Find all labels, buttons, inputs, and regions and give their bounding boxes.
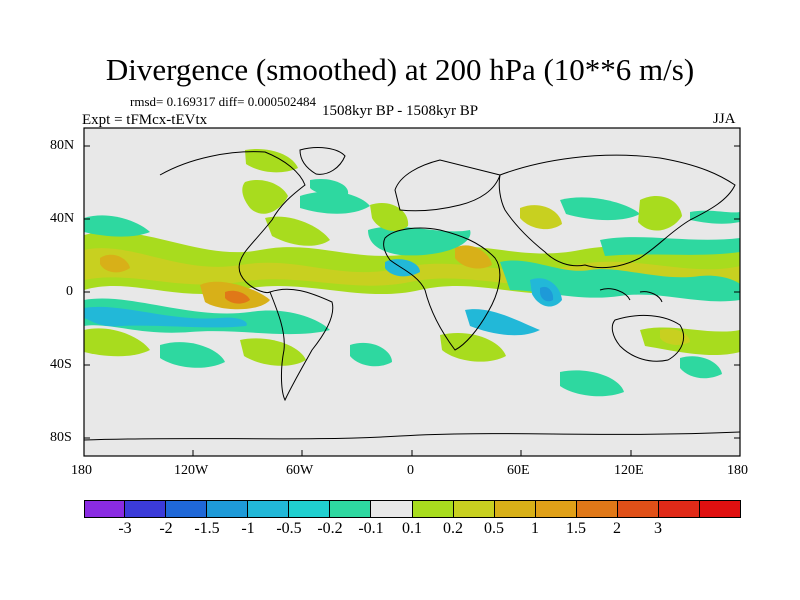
contour-region [225, 290, 250, 304]
lat-label: 80N [50, 138, 75, 153]
contour-region [455, 245, 492, 269]
coast-asia [498, 154, 736, 269]
colorbar-label: 2 [613, 520, 621, 537]
lat-label: 0 [66, 284, 73, 299]
colorbar-label: 1 [531, 520, 539, 537]
lat-label: 40S [50, 357, 72, 372]
contour-region [660, 328, 690, 345]
colorbar-swatch [617, 500, 659, 517]
colorbar-swatch [699, 500, 740, 517]
colorbar-swatch [658, 500, 700, 517]
experiment-label: Expt = tFMcx-tEVtx [82, 112, 208, 128]
colorbar-swatch [289, 500, 331, 517]
lon-label: 120W [174, 463, 209, 478]
coast-north-america [159, 151, 306, 293]
contour-region [84, 328, 150, 357]
colorbar-swatch [330, 500, 372, 517]
colorbar-swatch [371, 500, 413, 517]
colorbar-swatch [535, 500, 577, 517]
contour-region [560, 197, 640, 221]
contour-region [242, 179, 288, 214]
colorbar-swatch [207, 500, 249, 517]
lat-label: 40N [50, 211, 75, 226]
axis-ticks [83, 145, 741, 456]
contour-region [600, 237, 740, 256]
lon-label: 180 [71, 463, 92, 478]
contour-region [638, 195, 682, 231]
colorbar-label: -0.2 [317, 520, 343, 537]
coastlines [84, 147, 740, 441]
contour-region [680, 356, 722, 379]
contour-region [84, 215, 150, 237]
colorbar [84, 500, 740, 517]
coast-south-america [269, 288, 334, 402]
rmsd-diff-text: rmsd= 0.169317 diff= 0.000502484 [130, 94, 316, 109]
contour-region [245, 148, 298, 173]
colorbar-label: -3 [118, 520, 132, 537]
lon-label: 60E [507, 463, 530, 478]
colorbar-swatch [84, 500, 126, 517]
lon-label: 60W [286, 463, 314, 478]
contour-region [370, 202, 409, 232]
colorbar-label: 0.2 [443, 520, 463, 537]
contour-region [350, 342, 392, 367]
colorbar-swatch [248, 500, 290, 517]
colorbar-swatch [166, 500, 208, 517]
contour-region [520, 205, 562, 230]
colorbar-swatch [494, 500, 536, 517]
colorbar-swatch [576, 500, 618, 517]
colorbar-label: -0.5 [276, 520, 302, 537]
contour-region [240, 338, 306, 366]
plot-title: Divergence (smoothed) at 200 hPa (10**6 … [105, 52, 695, 87]
contour-region [160, 342, 225, 368]
divergence-contours [84, 148, 740, 397]
colorbar-label: -2 [159, 520, 173, 537]
coast-australia [611, 315, 684, 362]
lon-label: 120E [614, 463, 644, 478]
colorbar-swatch [412, 500, 454, 517]
lon-label: 0 [407, 463, 414, 478]
period-label: 1508kyr BP - 1508kyr BP [322, 103, 479, 119]
season-label: JJA [713, 111, 736, 127]
colorbar-label: -1 [241, 520, 255, 537]
contour-region [368, 226, 471, 256]
lat-label: 80S [50, 430, 72, 445]
coast-antarctica [84, 431, 740, 441]
colorbar-label: 1.5 [566, 520, 586, 537]
contour-region [560, 370, 624, 397]
colorbar-label: 0.5 [484, 520, 504, 537]
colorbar-label: -1.5 [194, 520, 220, 537]
colorbar-label: 3 [654, 520, 662, 537]
lon-label: 180 [727, 463, 748, 478]
contour-region [540, 286, 554, 302]
contour-region [310, 178, 349, 196]
contour-region [265, 216, 330, 246]
contour-region [300, 191, 370, 214]
colorbar-label: 0.1 [402, 520, 422, 537]
coast-africa [383, 227, 501, 351]
contour-region [465, 309, 540, 336]
contour-region [84, 306, 247, 328]
coast-indonesia [599, 288, 663, 303]
contour-region [500, 260, 740, 302]
coast-greenland [299, 147, 346, 175]
colorbar-swatch [125, 500, 167, 517]
contour-region [440, 332, 506, 362]
contour-region [100, 254, 130, 273]
colorbar-label: -0.1 [358, 520, 384, 537]
colorbar-swatch [453, 500, 495, 517]
